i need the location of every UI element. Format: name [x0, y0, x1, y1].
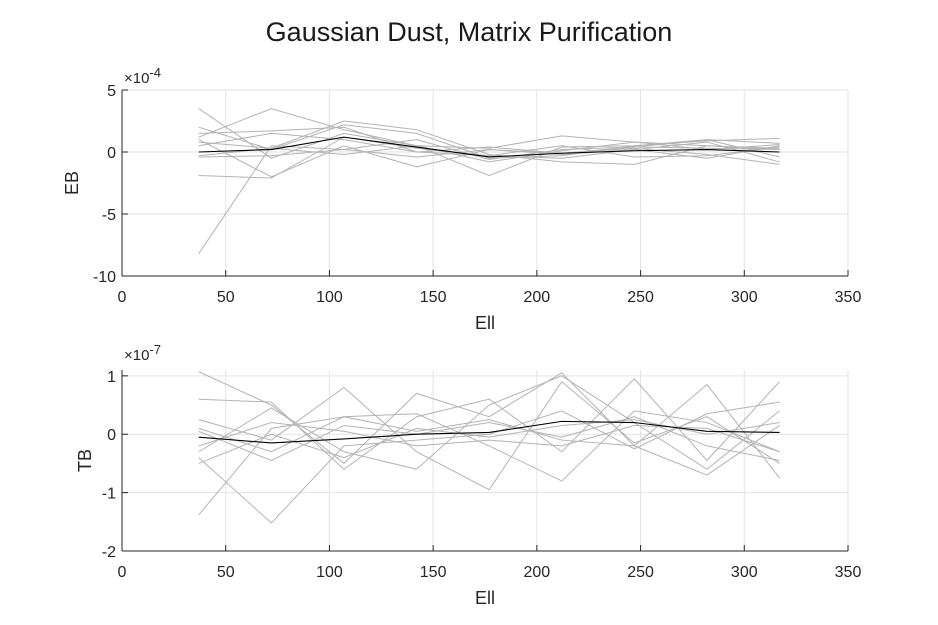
tb-series-line-1 — [198, 371, 780, 479]
tb-subplot: 0 50 100 150 200 250 300 350 1 0 -1 -2 ×10-7 Ell TB — [75, 342, 861, 608]
tb-xtick-label: 300 — [731, 564, 758, 581]
tb-xtick-label: 250 — [627, 564, 654, 581]
tb-ylabel: TB — [75, 449, 95, 472]
tb-xtick-label: 50 — [217, 564, 235, 581]
tb-ytick-label: -2 — [102, 544, 116, 561]
eb-ytick-label: -10 — [93, 269, 116, 286]
tb-ytick-label: 1 — [107, 369, 116, 386]
eb-series-line-10 — [198, 126, 780, 154]
tb-xlabel: Ell — [475, 588, 495, 608]
eb-series-line-11 — [198, 147, 780, 165]
eb-series-line-9 — [198, 139, 780, 254]
eb-ytick-label: 0 — [107, 145, 116, 162]
tb-series-line-6 — [198, 401, 780, 524]
eb-exponent-label: ×10-4 — [124, 65, 161, 87]
eb-xlabel: Ell — [475, 313, 495, 333]
tb-series-line-11 — [198, 420, 780, 444]
eb-exponent-power: -4 — [149, 65, 161, 80]
tb-series-line-9 — [198, 416, 780, 462]
tb-xtick-label: 200 — [524, 564, 551, 581]
eb-xtick-label: 300 — [731, 289, 758, 306]
tb-xtick-label: 0 — [118, 564, 127, 581]
tb-series-line-5 — [198, 410, 780, 516]
tb-series-line-7 — [198, 416, 780, 476]
tb-xtick-label: 100 — [316, 564, 343, 581]
eb-series-line-8 — [198, 136, 780, 179]
eb-xtick-label: 100 — [316, 289, 343, 306]
tb-exponent-label: ×10-7 — [124, 342, 161, 364]
eb-xtick-label: 50 — [217, 289, 235, 306]
eb-xtick-label: 250 — [627, 289, 654, 306]
tb-ytick-label: -1 — [102, 486, 116, 503]
eb-xtick-label: 0 — [118, 289, 127, 306]
tb-exponent-power: -7 — [149, 342, 161, 357]
eb-xtick-label: 350 — [835, 289, 862, 306]
tb-series-line-8 — [198, 422, 780, 453]
eb-ytick-label: -5 — [102, 207, 116, 224]
eb-series-line-1 — [198, 108, 780, 163]
eb-xtick-label: 200 — [524, 289, 551, 306]
tb-xtick-label: 350 — [835, 564, 862, 581]
eb-series-line-12 — [198, 136, 780, 158]
eb-ylabel: EB — [62, 171, 82, 195]
tb-series-line-4 — [198, 375, 780, 470]
chart-title: Gaussian Dust, Matrix Purification — [266, 17, 673, 47]
tb-xtick-label: 150 — [420, 564, 447, 581]
tb-ytick-label: 0 — [107, 427, 116, 444]
tb-series-line-3 — [198, 380, 780, 491]
eb-xtick-label: 150 — [420, 289, 447, 306]
eb-ytick-label: 5 — [107, 83, 116, 100]
